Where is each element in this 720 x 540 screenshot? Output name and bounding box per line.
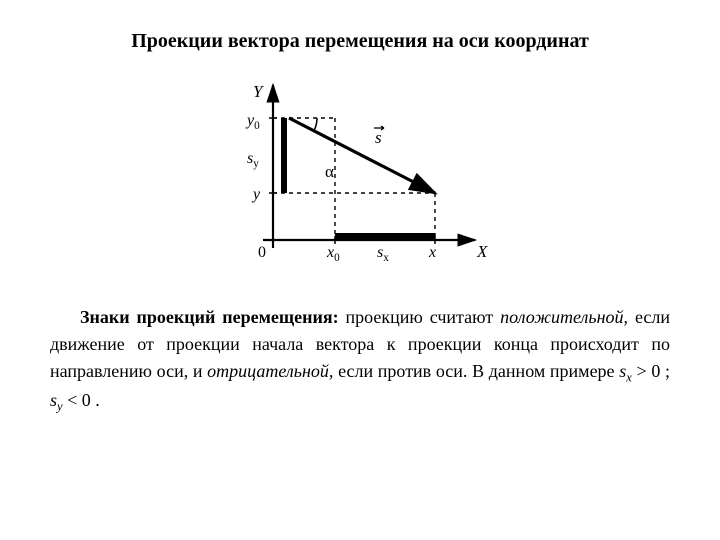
- formula-gt: > 0 ;: [632, 361, 670, 381]
- formula-lt: < 0 .: [63, 390, 100, 410]
- svg-text:x0: x0: [326, 244, 340, 264]
- projection-diagram: Y X 0 y0 y sy x0 sx x s α: [225, 75, 495, 280]
- svg-text:x: x: [428, 244, 436, 261]
- svg-text:X: X: [476, 242, 488, 261]
- para-italic1: положитель­ной,: [500, 307, 628, 327]
- para-t1: проекцию считают: [339, 307, 501, 327]
- svg-text:sx: sx: [377, 244, 389, 264]
- svg-text:α: α: [325, 162, 334, 181]
- svg-text:0: 0: [258, 244, 266, 261]
- svg-text:Y: Y: [253, 82, 264, 101]
- page-title: Проекции вектора перемещения на оси коор…: [50, 30, 670, 53]
- explanation-paragraph: Знаки проекций перемещения: проекцию счи…: [50, 304, 670, 417]
- para-italic2: отрицательной,: [207, 361, 333, 381]
- svg-text:y0: y0: [245, 112, 260, 132]
- svg-text:y: y: [251, 186, 261, 203]
- svg-text:sy: sy: [247, 150, 259, 170]
- para-t3: если против оси. В данном примере: [333, 361, 619, 381]
- svg-text:s: s: [375, 128, 382, 147]
- formula-sy: s: [50, 390, 57, 410]
- para-lead: Знаки проекций перемещения:: [80, 307, 339, 327]
